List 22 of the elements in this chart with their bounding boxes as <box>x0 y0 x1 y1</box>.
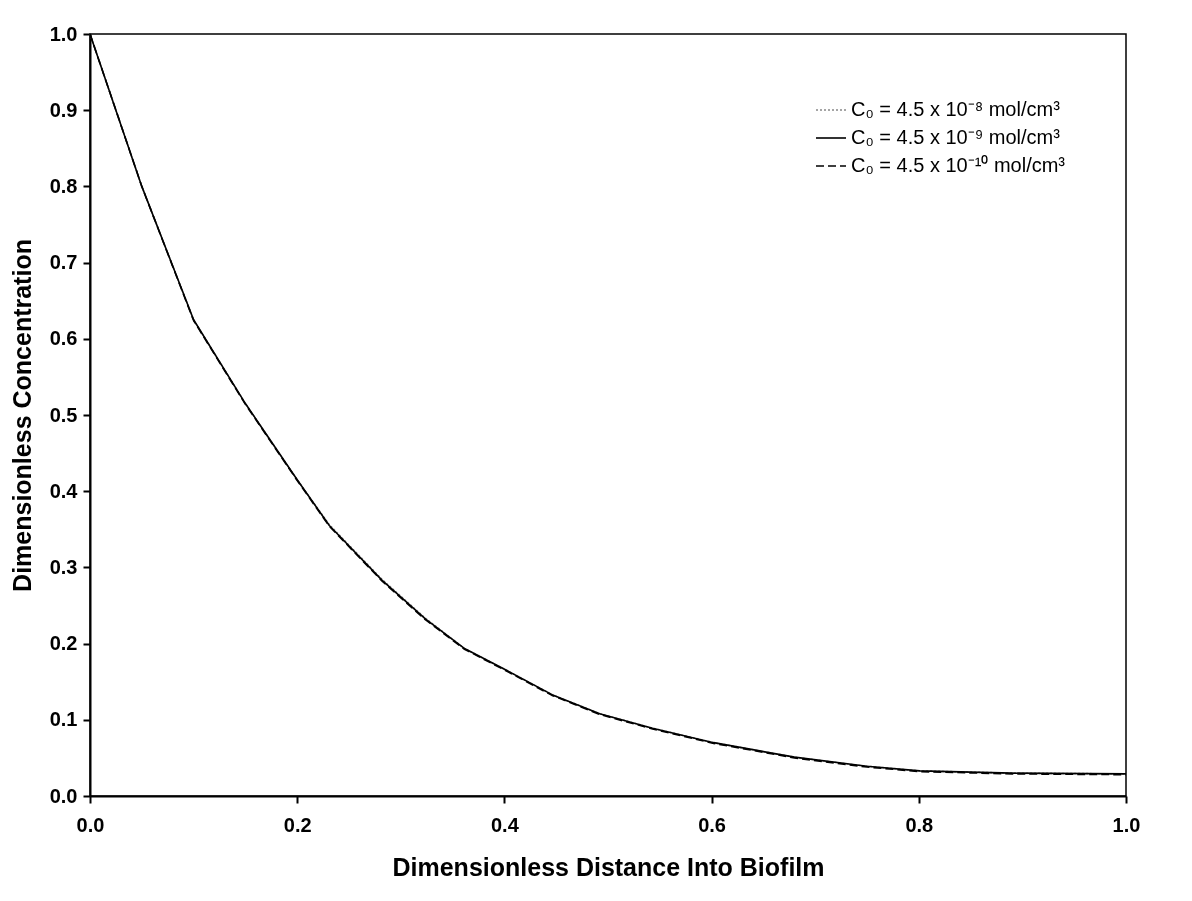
y-tick-label: 0.6 <box>49 327 78 350</box>
y-tick-label: 0.9 <box>49 98 78 121</box>
y-tick-label: 1.0 <box>49 22 78 45</box>
legend-label: C₀ = 4.5 x 10⁻⁹ mol/cm³ <box>851 126 1061 148</box>
legend-label: C₀ = 4.5 x 10⁻¹⁰ mol/cm³ <box>851 154 1066 176</box>
y-tick-label: 0.7 <box>49 251 78 274</box>
x-tick-label: 0.8 <box>905 813 934 836</box>
y-tick-label: 0.3 <box>49 555 78 578</box>
legend-label: C₀ = 4.5 x 10⁻⁸ mol/cm³ <box>851 98 1061 120</box>
y-tick-label: 0.5 <box>49 403 78 426</box>
y-axis-title: Dimensionless Concentration <box>7 239 36 592</box>
y-tick-label: 0.2 <box>49 632 78 655</box>
x-tick-label: 0.0 <box>76 813 105 836</box>
y-tick-label: 0.1 <box>49 708 78 731</box>
y-tick-label: 0.8 <box>49 174 78 197</box>
x-axis-title: Dimensionless Distance Into Biofilm <box>392 852 825 881</box>
x-tick-label: 0.6 <box>698 813 727 836</box>
y-tick-label: 0.0 <box>49 784 78 807</box>
y-tick-label: 0.4 <box>49 479 79 502</box>
x-tick-label: 0.4 <box>490 813 520 836</box>
x-tick-label: 1.0 <box>1112 813 1141 836</box>
x-tick-label: 0.2 <box>283 813 312 836</box>
